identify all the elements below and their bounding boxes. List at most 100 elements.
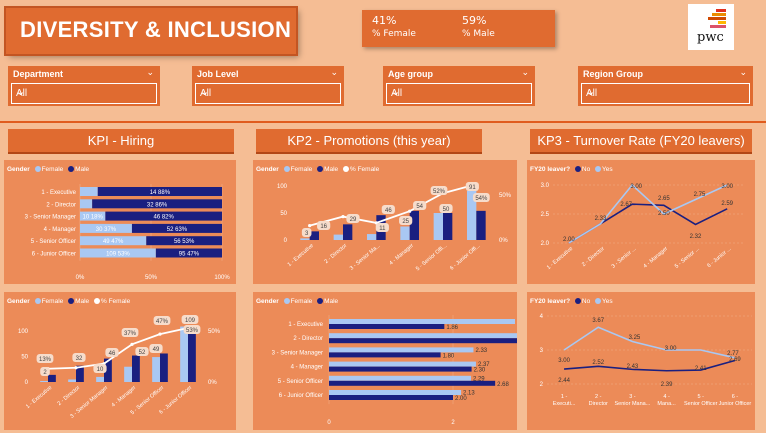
bar-value-label: 29: [350, 217, 357, 223]
bar-value-label: 16: [320, 224, 327, 230]
female-bar: [329, 390, 462, 395]
category-label: Junior Officer: [719, 401, 752, 407]
collapse-icon[interactable]: ⌄: [739, 67, 747, 77]
chevron-down-icon[interactable]: ⌄: [391, 86, 401, 98]
divider: [0, 121, 766, 123]
chevron-down-icon[interactable]: ⌄: [586, 86, 596, 98]
x-tick-label: 0%: [76, 275, 85, 281]
data-label: 3.00: [630, 184, 642, 190]
legend-male: Male: [324, 298, 339, 305]
age-group-filter[interactable]: Age group ⌄ All ⌄: [383, 66, 535, 106]
male-bar: [329, 395, 453, 400]
male-bar-label: 2.68: [497, 382, 509, 388]
bar-value-label: 49: [153, 347, 160, 353]
male-bar: [443, 213, 453, 240]
promotions-hbar-chart[interactable]: 021 - Executive3.001.862 - Director3.403…: [253, 292, 517, 430]
legend-male: Male: [75, 166, 90, 173]
bar-value-label-bg: [381, 205, 395, 214]
legend-female-swatch: [34, 166, 41, 173]
legend-female: Female: [41, 298, 64, 305]
category-label: 1 - Executive: [288, 322, 323, 328]
department-value: All: [16, 88, 28, 99]
promotions-hbar-panel[interactable]: Gender Female Male 021 - Executive3.001.…: [253, 292, 517, 430]
category-label: 6 - Junior ...: [706, 246, 732, 270]
category-label: Executi...: [553, 401, 576, 407]
female-bar: [300, 238, 310, 240]
bar-value-label: 50: [443, 207, 450, 213]
legend-pct-swatch: [342, 166, 349, 173]
bar-value-label-bg: [36, 354, 54, 363]
category-label: 2 - Director: [46, 202, 76, 208]
data-label: 3.00: [558, 358, 570, 364]
male-bar-label: 32 86%: [147, 202, 168, 208]
promotions-combo-panel[interactable]: Gender Female Male % Female 0 50 100 0% 50% 1…: [253, 160, 517, 284]
hiring-combo-panel[interactable]: Gender Female Male % Female 0 50 100 0% 50% 1…: [4, 292, 236, 430]
turnover-line-panel-1[interactable]: FY20 leaver? No Yes 3.0 2.5 2.0 1 - Executi…: [527, 160, 755, 284]
turnover-line-chart-2[interactable]: 4 3 2 1 -Executi... 2 -Director 3 -Senior Man…: [527, 292, 755, 430]
female-bar: [367, 234, 377, 240]
bar-value-label-bg: [346, 214, 360, 223]
category-label: 1 - Executive: [25, 385, 53, 410]
female-bar: [40, 380, 48, 382]
male-bar-label: 1.86: [446, 325, 458, 331]
female-bar: [80, 199, 93, 209]
female-stat: 41% % Female: [372, 14, 416, 39]
female-bar: [80, 211, 106, 221]
job-level-filter[interactable]: Job Level ⌄ All ⌄: [192, 66, 344, 106]
legend-pct-female: % Female: [100, 298, 131, 305]
male-bar: [160, 353, 168, 382]
pct-female-point: [341, 215, 345, 219]
collapse-icon[interactable]: ⌄: [330, 67, 338, 77]
male-bar: [188, 333, 196, 382]
hiring-stacked-panel[interactable]: Gender Female Male 0% 50% 100% 1 - Executiv…: [4, 160, 236, 284]
job-level-select[interactable]: All ⌄: [195, 83, 341, 104]
turnover-line-panel-2[interactable]: FY20 leaver? No Yes 4 3 2 1 - Executi... 2 -D…: [527, 292, 755, 430]
collapse-icon[interactable]: ⌄: [521, 67, 529, 77]
x-tick-label: 100%: [214, 275, 230, 281]
category-label: 5 - Senior Officer: [278, 379, 323, 385]
department-select[interactable]: All ⌄: [11, 83, 157, 104]
y-tick-label: 0: [25, 380, 29, 386]
region-group-select[interactable]: All ⌄: [581, 83, 750, 104]
collapse-icon[interactable]: ⌄: [146, 67, 154, 77]
female-bar: [152, 357, 160, 382]
category-label: 1 - Executive: [546, 246, 574, 271]
region-group-filter[interactable]: Region Group ⌄ All ⌄: [578, 66, 753, 106]
legend-female-swatch: [283, 166, 290, 173]
legend-yes: Yes: [602, 166, 613, 173]
no-line: [568, 203, 728, 244]
x-tick-label: 2: [451, 420, 455, 426]
male-bar: [329, 324, 445, 329]
bar-value-label-bg: [149, 344, 163, 353]
promotions-combo-chart[interactable]: 0 50 100 0% 50% 1 - Executive 2 - Director 3 - …: [253, 160, 517, 284]
female-bar-label: 30 37%: [96, 227, 117, 233]
age-group-select[interactable]: All ⌄: [386, 83, 532, 104]
category-label: 6 - Junior Officer: [32, 252, 76, 258]
chevron-down-icon[interactable]: ⌄: [200, 86, 210, 98]
male-bar: [329, 366, 472, 372]
bar-value-label: 52: [139, 350, 146, 356]
bar-value-label-bg: [413, 201, 427, 210]
data-label: 2.67: [620, 202, 632, 208]
legend-title: FY20 leaver?: [530, 298, 571, 305]
male-bar: [92, 199, 223, 209]
bar-value-label: 37%: [124, 331, 137, 337]
data-label: 2.39: [661, 382, 673, 388]
x-tick-label: 50%: [145, 275, 158, 281]
department-filter[interactable]: Department ⌄ All ⌄: [8, 66, 160, 106]
pct-female-point: [408, 209, 412, 213]
category-label: 4 - Manager: [643, 246, 670, 270]
legend-pct-female: % Female: [349, 166, 380, 173]
category-label: 2 - Director: [293, 336, 323, 342]
chevron-down-icon[interactable]: ⌄: [16, 86, 26, 98]
hiring-stacked-chart[interactable]: 0% 50% 100% 1 - Executive 14 88% 2 - Director…: [4, 160, 236, 284]
data-label: 2.00: [563, 237, 575, 243]
legend-no-swatch: [574, 166, 581, 173]
category-label: Senior Mana...: [615, 401, 651, 407]
turnover-line-chart-1[interactable]: 3.0 2.5 2.01 - Executive 2 - Director 3 - Se…: [527, 160, 755, 284]
bar-value-label-bg: [93, 364, 107, 373]
legend: Gender Female Male: [256, 298, 338, 305]
bar-value-label-bg: [40, 367, 50, 376]
bar-value-label-bg: [465, 182, 479, 191]
